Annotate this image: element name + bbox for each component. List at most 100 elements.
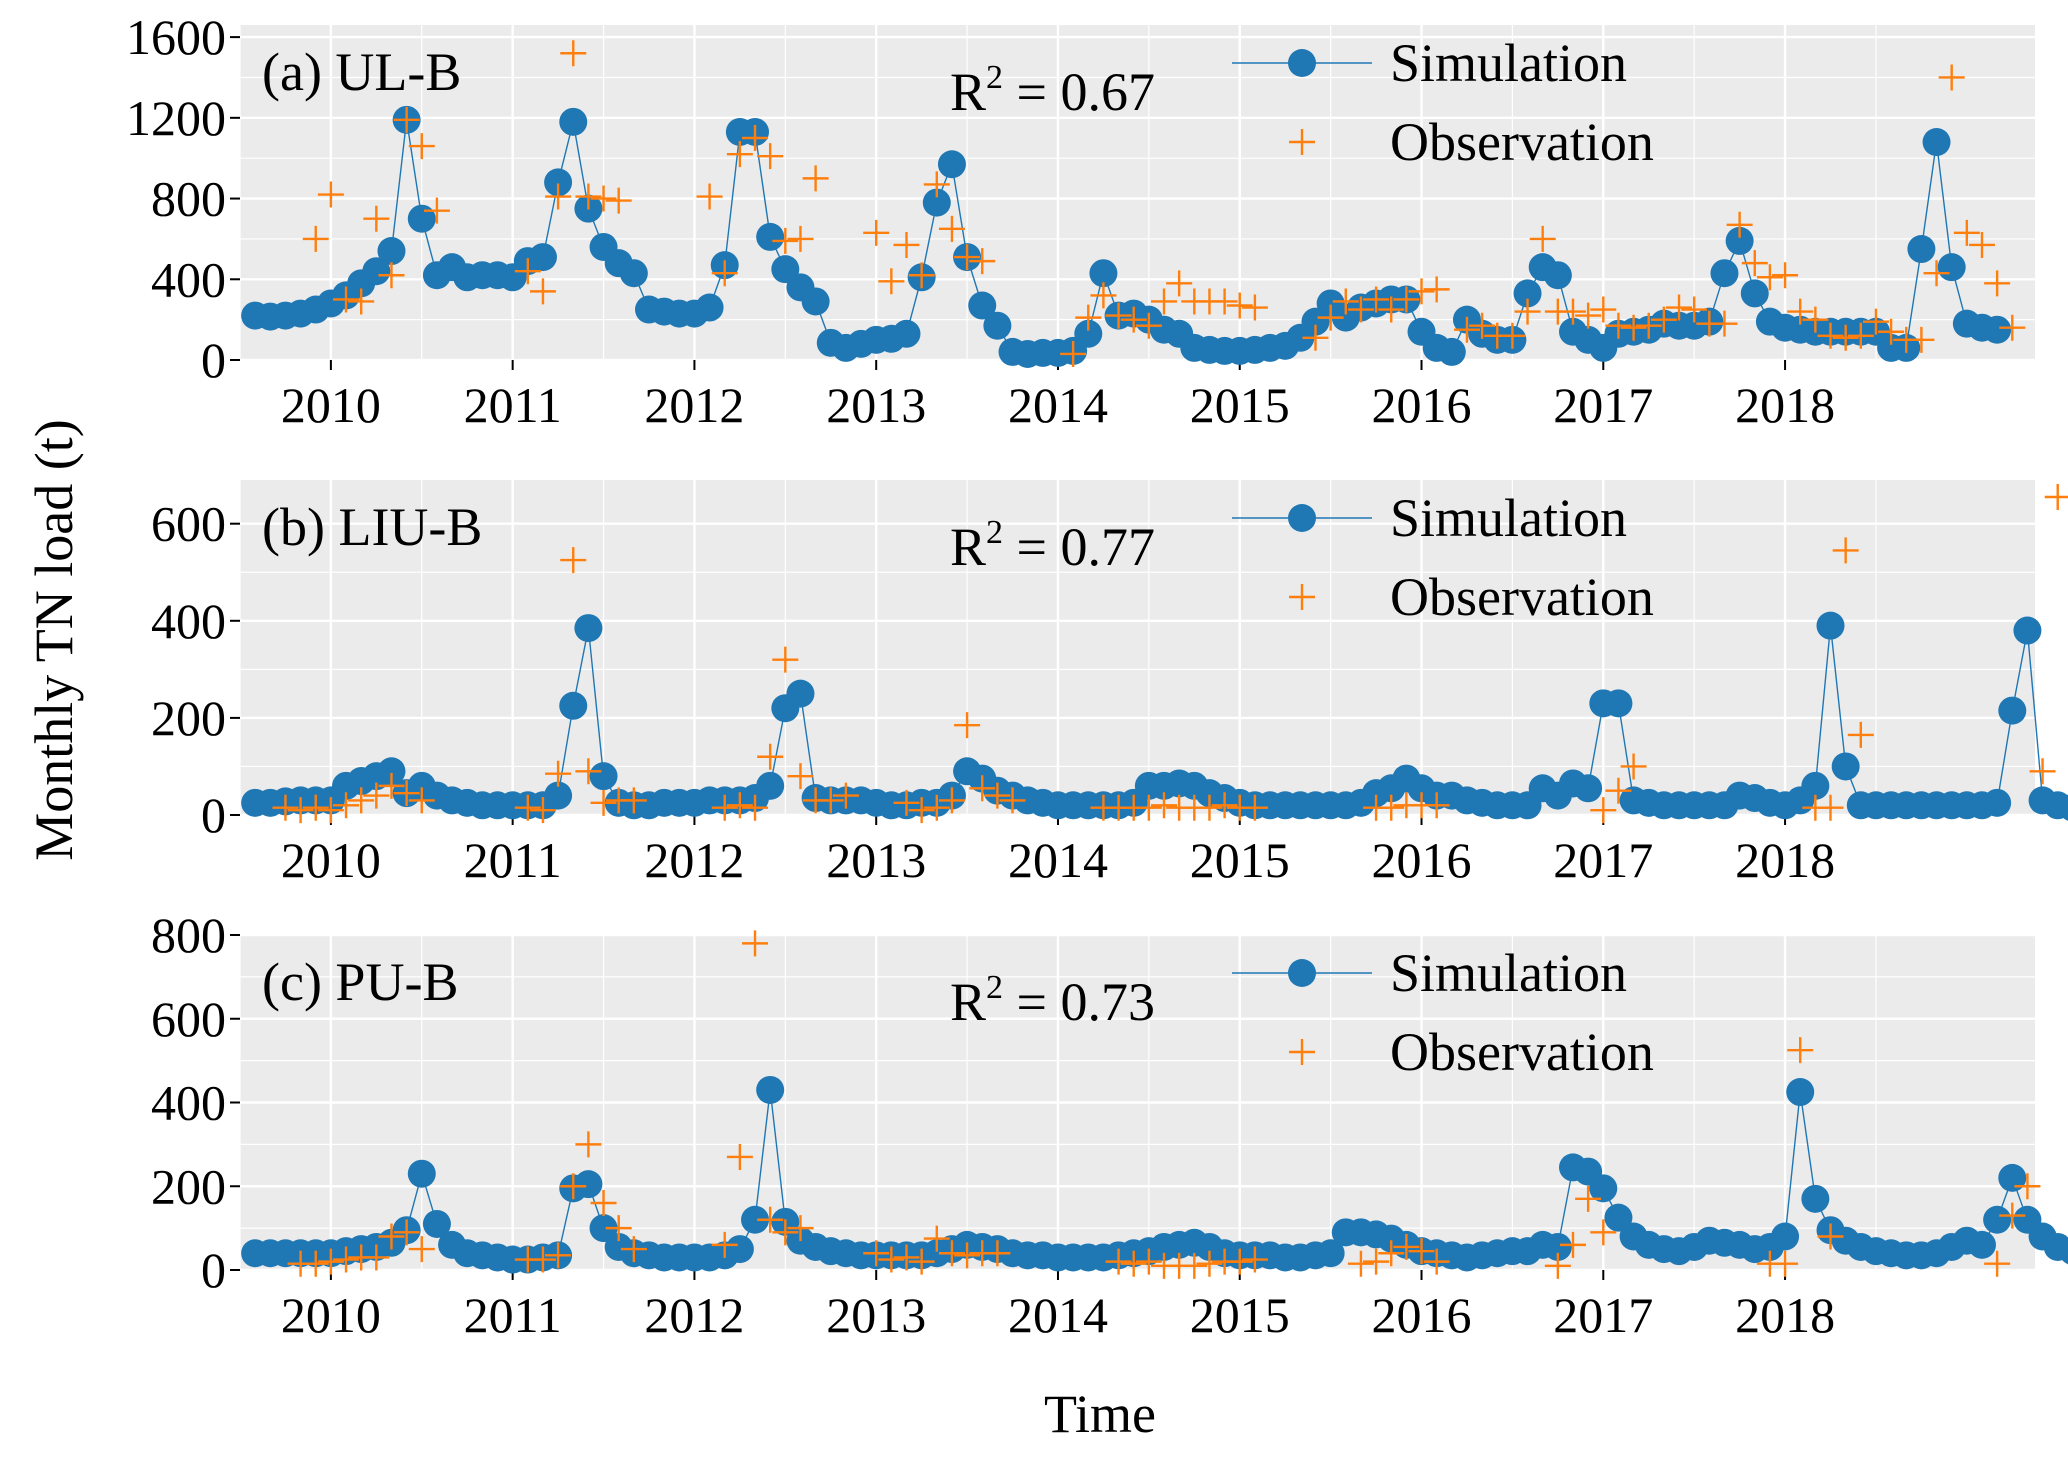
x-tick-label: 2016: [1372, 1287, 1472, 1343]
observation-point: [1166, 270, 1193, 297]
simulation-point: [1437, 337, 1466, 366]
simulation-point: [2058, 1238, 2068, 1265]
x-tick-label: 2011: [464, 832, 562, 888]
observation-point: [832, 782, 859, 809]
observation-point: [1681, 296, 1708, 323]
legend: Simulation Observation: [1232, 488, 1654, 627]
observation-point: [1241, 294, 1268, 321]
simulation-point: [1725, 226, 1754, 255]
simulation-point: [1771, 1222, 1800, 1251]
observation-point: [908, 1248, 935, 1275]
y-tick-label: 600: [151, 991, 226, 1047]
observation-point: [575, 1131, 602, 1158]
simulation-point: [1574, 774, 1603, 803]
observation-point: [938, 1240, 965, 1267]
observation-point: [1711, 310, 1738, 337]
r-squared-symbol: R: [950, 517, 986, 577]
observation-point: [302, 794, 329, 821]
legend-observation-marker: [1289, 584, 1315, 610]
simulation-point: [407, 1159, 436, 1188]
observation-point: [969, 775, 996, 802]
observation-point: [1423, 792, 1450, 819]
observation-point: [317, 1248, 344, 1275]
grid: [239, 933, 2035, 1272]
r-squared: R2 = 0.73: [950, 969, 1155, 1032]
simulation-point: [1604, 1203, 1633, 1232]
simulation-point: [2013, 616, 2042, 645]
observation-point: [560, 547, 587, 574]
y-tick-label: 200: [151, 690, 226, 746]
observation-series: [302, 40, 2026, 367]
observation-point: [1196, 1250, 1223, 1277]
observation-point: [287, 797, 314, 824]
observation-point: [1135, 312, 1162, 339]
observation-point: [1772, 1250, 1799, 1277]
y-tick-label: 200: [151, 1158, 226, 1214]
observation-point: [1363, 1248, 1390, 1275]
x-tick-label: 2016: [1372, 832, 1472, 888]
r-squared: R2 = 0.67: [950, 59, 1155, 122]
simulation-point: [695, 293, 724, 322]
observation-point: [1847, 721, 1874, 748]
observation-point: [393, 780, 420, 807]
x-tick-label: 2010: [281, 832, 381, 888]
observation-point: [1302, 324, 1329, 351]
observation-point: [575, 183, 602, 210]
observation-point: [1363, 286, 1390, 313]
observation-point: [378, 772, 405, 799]
x-tick-label: 2015: [1190, 832, 1290, 888]
observation-point: [1862, 308, 1889, 335]
y-tick-label: 0: [201, 787, 226, 843]
observation-point: [1499, 322, 1526, 349]
observation-point: [1590, 296, 1617, 323]
observation-point: [1787, 1037, 1814, 1064]
observation-point: [590, 1190, 617, 1216]
observation-point: [757, 743, 784, 770]
observation-point: [590, 789, 617, 816]
x-tick-label: 2012: [644, 1287, 744, 1343]
x-tick-label: 2018: [1735, 1287, 1835, 1343]
y-tick-label: 400: [151, 593, 226, 649]
observation-point: [1514, 298, 1541, 325]
x-tick-label: 2018: [1735, 377, 1835, 433]
observation-point: [1347, 296, 1374, 323]
simulation-point: [574, 614, 603, 643]
observation-point: [726, 1143, 753, 1170]
observation-point: [1787, 298, 1814, 325]
observation-point: [878, 268, 905, 295]
observation-point: [545, 1242, 572, 1269]
x-tick-label: 2011: [464, 377, 562, 433]
legend-observation-label: Observation: [1390, 1022, 1654, 1082]
simulation-point: [1998, 696, 2027, 725]
observation-point: [1453, 316, 1480, 343]
simulation-point: [1589, 1174, 1618, 1203]
observation-point: [378, 262, 405, 289]
observation-point: [514, 794, 541, 821]
observation-point: [711, 1231, 738, 1258]
simulation-point: [922, 188, 951, 217]
observation-point: [1060, 340, 1087, 367]
observation-point: [1378, 296, 1405, 323]
observation-point: [954, 244, 981, 271]
simulation-point: [1801, 1184, 1830, 1213]
observation-point: [1908, 326, 1935, 353]
simulation-point: [544, 781, 573, 810]
observation-point: [302, 1250, 329, 1277]
observation-series: [287, 930, 2041, 1279]
observation-point: [1832, 324, 1859, 351]
legend-observation-label: Observation: [1390, 567, 1654, 627]
simulation-point: [574, 1170, 603, 1199]
panel-label: (c) PU-B: [262, 952, 458, 1012]
simulation-point: [756, 222, 785, 251]
observation-point: [529, 1246, 556, 1273]
observation-point: [817, 787, 844, 814]
observation-point: [2014, 1173, 2041, 1200]
y-axis: 0 200 400 600: [151, 496, 240, 843]
simulation-point: [1710, 259, 1739, 288]
x-tick-label: 2010: [281, 377, 381, 433]
observation-point: [363, 782, 390, 809]
x-axis: 2010 2011 2012 2013 2014 2015 2016 2017 2018: [281, 815, 1835, 888]
observation-point: [333, 1246, 360, 1273]
y-axis: 0 400 800 1200 1600: [126, 9, 240, 388]
